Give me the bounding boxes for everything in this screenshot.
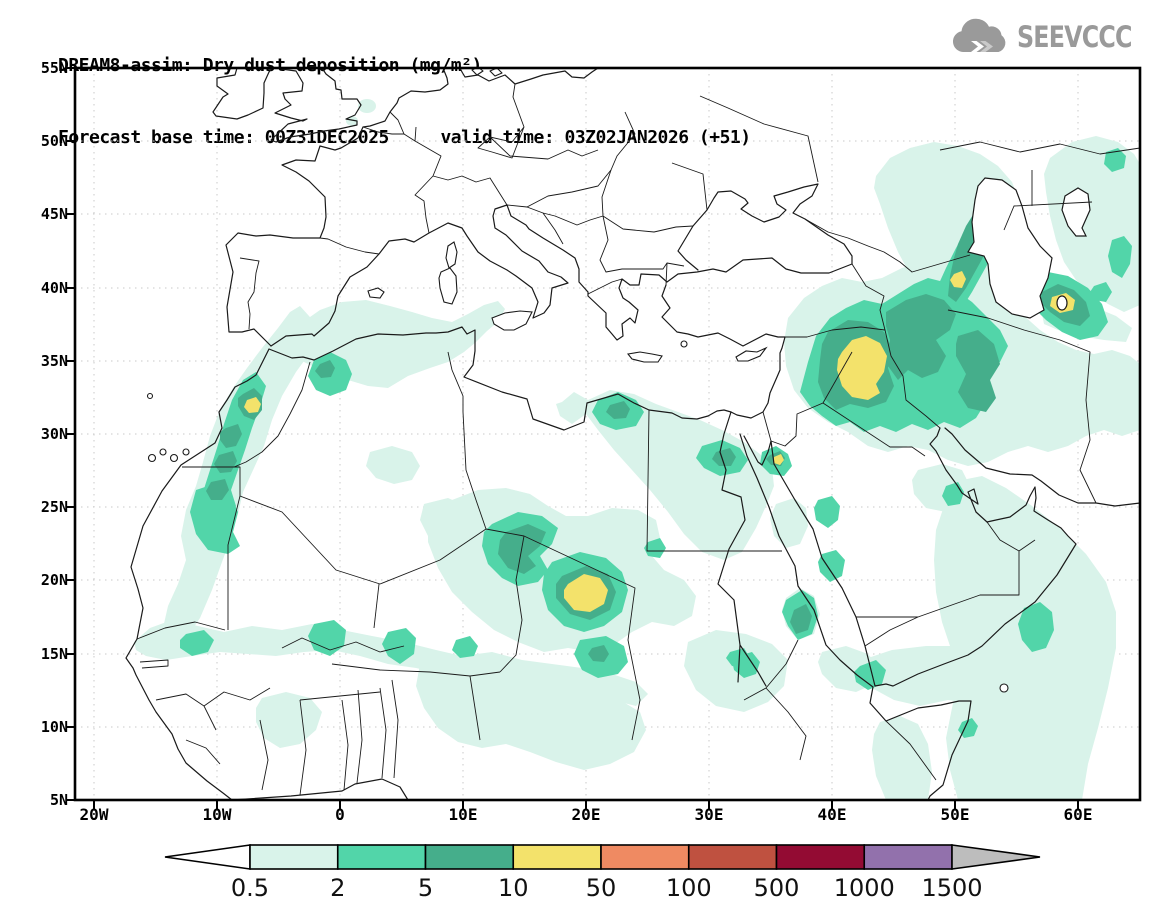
- map-title: DREAM8-assim: Dry dust deposition (mg/m²…: [58, 6, 751, 174]
- lon-label: 30E: [694, 805, 724, 824]
- canary-4: [182, 448, 190, 456]
- lat-label: 25N: [40, 498, 68, 517]
- canary-1: [147, 453, 157, 463]
- lat-label: 50N: [40, 132, 68, 151]
- coast-iberia-france-northsea: [225, 67, 449, 347]
- colorbar-segment: [775, 844, 866, 870]
- mallorca: [367, 287, 385, 299]
- coast-iran-south: [944, 427, 1141, 507]
- title-line-2: Forecast base time: 00Z31DEC2025 valid t…: [58, 127, 751, 148]
- lat-label: 5N: [49, 790, 68, 809]
- madeira: [146, 392, 154, 400]
- lake-urmia: [1056, 295, 1068, 311]
- colorbar-label: 1000: [833, 874, 895, 902]
- colorbar-label: 500: [753, 874, 800, 902]
- colorbar-label: 100: [665, 874, 712, 902]
- crete: [626, 351, 663, 363]
- lon-label: 0: [335, 805, 345, 824]
- colorbar-label: 10: [497, 874, 529, 902]
- canary-3: [169, 453, 179, 463]
- lat-label: 15N: [40, 644, 68, 663]
- colorbar-segment: [336, 844, 427, 870]
- sicily: [491, 310, 533, 331]
- latitude-axis: 55N 50N 45N 40N 35N 30N 25N 20N 15N 10N …: [26, 59, 68, 809]
- axis-ticks: [66, 67, 1079, 810]
- lon-label: 60E: [1063, 805, 1093, 824]
- coast-ireland: [212, 67, 273, 120]
- cyprus: [735, 346, 768, 362]
- colorbar-segment: [424, 844, 515, 870]
- colorbar-segment: [863, 844, 953, 870]
- colorbar-segment: [600, 844, 690, 870]
- colorbar-under-arrow: [164, 844, 251, 870]
- coast-redsea-horn: [739, 433, 972, 801]
- sardinia: [438, 267, 458, 305]
- coast-anatolia-levant-africa: [125, 284, 786, 801]
- title-line-1: DREAM8-assim: Dry dust deposition (mg/m²…: [58, 55, 482, 76]
- coast-britain: [270, 67, 362, 143]
- socotra: [999, 683, 1009, 693]
- cloud-icon: [953, 18, 1006, 52]
- colorbar-scale: 0.5 2 5 10 50 100 500 1000 1500: [210, 874, 992, 902]
- lat-label: 55N: [40, 59, 68, 77]
- lat-label: 35N: [40, 351, 68, 370]
- caspian-sea: [967, 177, 1053, 319]
- lat-label: 40N: [40, 278, 68, 297]
- logo-text: SEEVCCC: [1017, 20, 1132, 54]
- inland-seas: [967, 177, 1091, 319]
- lon-label: 10W: [202, 805, 232, 824]
- lat-label: 10N: [40, 717, 68, 736]
- lon-label: 20W: [79, 805, 109, 824]
- colorbar-segment: [512, 844, 602, 870]
- coastlines: [125, 66, 1141, 801]
- lon-label: 40E: [817, 805, 847, 824]
- islands: [146, 241, 1009, 693]
- colorbar-label: 50: [585, 874, 617, 902]
- colorbar-label: 1500: [921, 874, 983, 902]
- lat-label: 30N: [40, 424, 68, 443]
- lon-label: 20E: [571, 805, 601, 824]
- coast-mediterranean-north-blacksea: [270, 183, 853, 347]
- coast-sinai-arabia: [743, 427, 1077, 687]
- colorbar-over-arrow: [951, 844, 1041, 870]
- river-nile: [717, 411, 767, 687]
- lon-label: 50E: [940, 805, 970, 824]
- canary-2: [159, 448, 167, 456]
- colorbar-label: 2: [330, 874, 346, 902]
- rhodes: [680, 340, 688, 348]
- longitude-axis: 20W 10W 0 10E 20E 30E 40E 50E 60E: [54, 805, 1118, 824]
- map-frame: [73, 66, 1142, 802]
- seevccc-logo: SEEVCCC: [949, 14, 1157, 60]
- aral-sea: [1061, 187, 1091, 237]
- country-borders: [136, 83, 1141, 796]
- lat-label: 45N: [40, 205, 68, 224]
- lat-label: 20N: [40, 571, 68, 590]
- corsica: [445, 241, 458, 269]
- colorbar-segment: [249, 844, 339, 870]
- colorbar: [164, 844, 1041, 870]
- coast-baltic: [459, 67, 599, 85]
- colorbar-segment: [687, 844, 778, 870]
- colorbar-label: 0.5: [230, 874, 270, 902]
- colorbar-label: 5: [417, 874, 434, 902]
- lon-label: 10E: [448, 805, 478, 824]
